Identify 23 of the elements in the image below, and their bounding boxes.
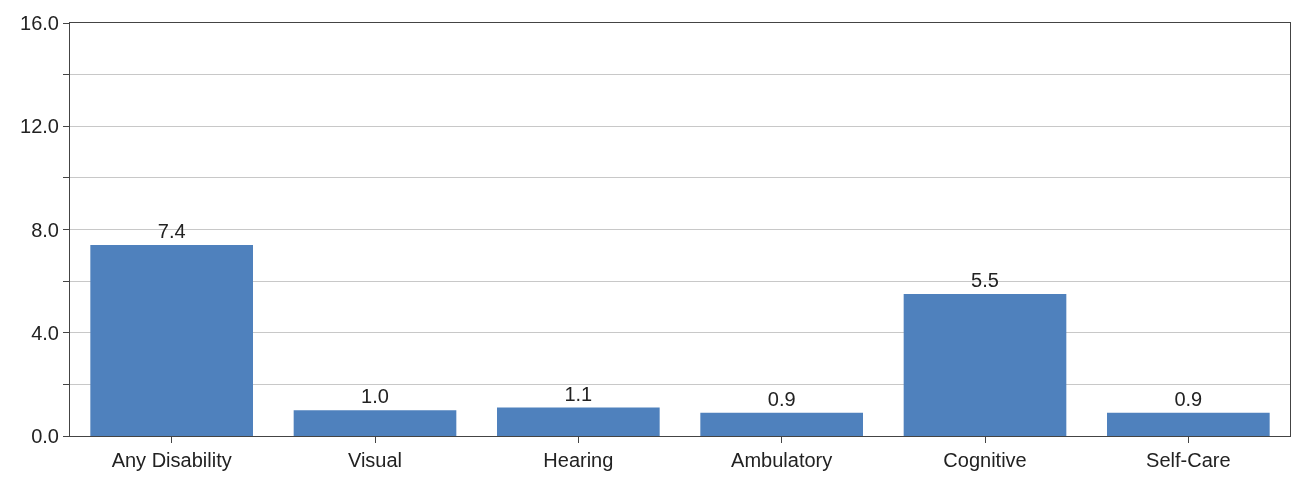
data-label: 5.5 bbox=[971, 269, 999, 292]
x-tick-label: Visual bbox=[347, 449, 403, 471]
x-tick-label: Cognitive bbox=[943, 449, 1027, 471]
bar bbox=[700, 412, 863, 436]
data-label: 1.1 bbox=[564, 382, 593, 405]
data-label: 7.4 bbox=[157, 219, 186, 242]
y-tick-label: 16.0 bbox=[20, 12, 59, 34]
bar bbox=[293, 410, 457, 436]
data-label: 0.9 bbox=[1174, 387, 1203, 410]
x-tick-label: Any Disability bbox=[111, 449, 232, 471]
y-tick-label: 0.0 bbox=[31, 425, 59, 447]
bar bbox=[497, 407, 660, 436]
y-tick-label: 12.0 bbox=[20, 115, 59, 138]
y-tick-label: 8.0 bbox=[31, 218, 59, 241]
x-tick-label: Hearing bbox=[543, 449, 614, 471]
bar bbox=[1107, 412, 1270, 436]
x-tick-label: Self-Care bbox=[1146, 449, 1231, 471]
data-label: 0.9 bbox=[767, 387, 796, 410]
data-label: 1.0 bbox=[361, 385, 389, 408]
y-tick-label: 4.0 bbox=[31, 321, 59, 344]
bar bbox=[903, 294, 1067, 436]
bar bbox=[90, 244, 253, 436]
x-tick-label: Ambulatory bbox=[731, 449, 833, 471]
